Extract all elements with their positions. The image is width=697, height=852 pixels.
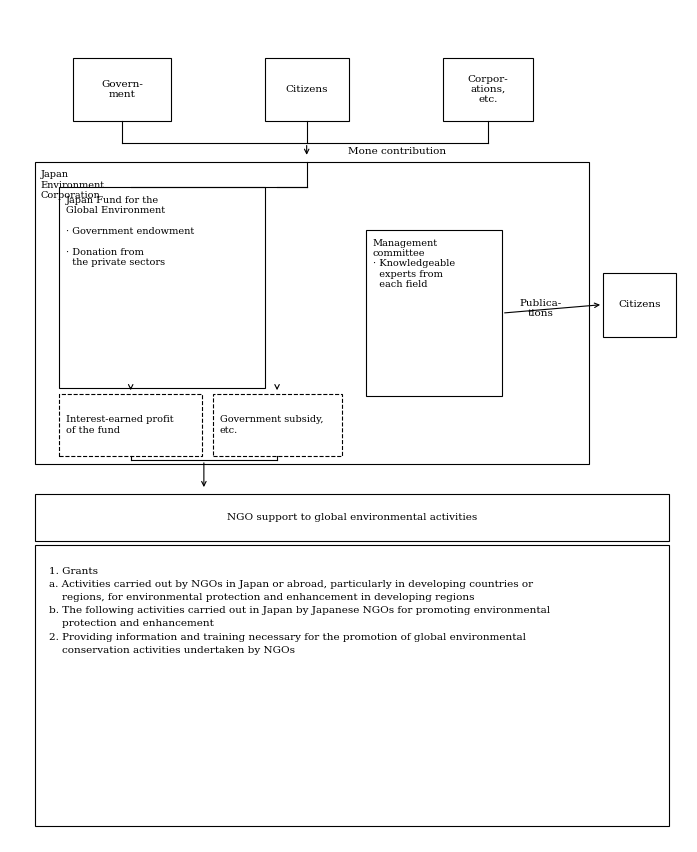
Text: 1. Grants
a. Activities carried out by NGOs in Japan or abroad, particularly in : 1. Grants a. Activities carried out by N… <box>49 567 550 655</box>
Bar <box>265 58 348 121</box>
Text: Mone contribution: Mone contribution <box>348 147 447 156</box>
Text: Government subsidy,
etc.: Government subsidy, etc. <box>220 416 323 435</box>
Bar <box>213 394 342 456</box>
Text: Corpor-
ations,
etc.: Corpor- ations, etc. <box>468 75 508 104</box>
Bar <box>59 187 265 388</box>
Text: Publica-
tions: Publica- tions <box>519 299 561 318</box>
Text: Management
committee
· Knowledgeable
  experts from
  each field: Management committee · Knowledgeable exp… <box>373 239 455 289</box>
Text: NGO support to global environmental activities: NGO support to global environmental acti… <box>227 513 477 522</box>
Text: Govern-
ment: Govern- ment <box>101 80 143 99</box>
Text: Citizens: Citizens <box>286 85 328 94</box>
Text: Japan
Environment
Corporation: Japan Environment Corporation <box>40 170 105 200</box>
Bar <box>59 394 202 456</box>
Bar <box>73 58 171 121</box>
Bar <box>35 494 669 541</box>
Text: Interest-earned profit
of the fund: Interest-earned profit of the fund <box>66 416 174 435</box>
Bar <box>366 230 502 396</box>
Text: Japan Fund for the
Global Environment

· Government endowment

· Donation from
 : Japan Fund for the Global Environment · … <box>66 196 194 268</box>
Bar <box>35 162 589 464</box>
Bar <box>603 273 676 337</box>
Text: Citizens: Citizens <box>618 300 661 309</box>
Bar <box>443 58 533 121</box>
Bar <box>35 545 669 826</box>
